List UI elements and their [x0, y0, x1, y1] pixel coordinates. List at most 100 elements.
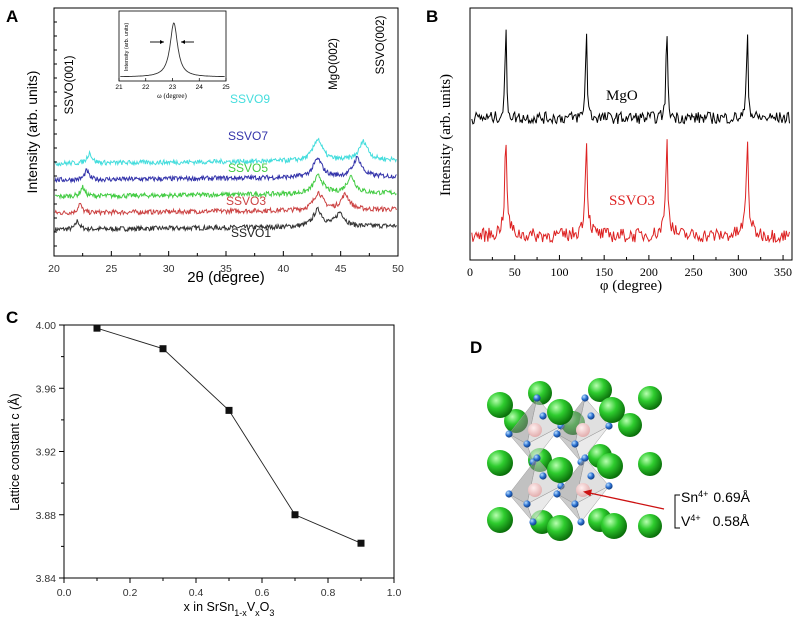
sr-atom [487, 450, 513, 476]
lattice-series-line [96, 327, 362, 544]
lattice-point [93, 324, 101, 332]
oxygen-atom [505, 490, 513, 498]
phi-plot-frame [469, 7, 793, 261]
sr-atom [487, 392, 513, 418]
phi-x-tick-label: 200 [640, 265, 658, 279]
xrd-chart: 20 25 30 35 40 45 50 2θ (degree) Intensity (ar… [24, 7, 404, 286]
inset-peak-curve [120, 22, 225, 78]
phi-x-ticks: 0 50 100 150 200 250 300 350 [467, 255, 792, 279]
oxygen-atom [553, 490, 561, 498]
annotation-mgo002: MgO(002) [328, 38, 340, 90]
lattice-point [159, 345, 167, 353]
phi-x-tick-label: 150 [595, 265, 613, 279]
lattice-y-tick-label: 3.92 [36, 447, 57, 459]
sr-atom [547, 399, 573, 425]
sr-atom [638, 452, 662, 476]
xrd-y-minor-ticks [54, 21, 57, 247]
oxygen-atom [539, 412, 547, 420]
oxygen-atom [605, 422, 613, 430]
ion-pointer-arrowhead [583, 489, 592, 497]
xrd-x-tick-label: 35 [220, 263, 232, 275]
oxygen-atom [605, 482, 613, 490]
inset-arrowhead-right [181, 40, 185, 44]
phi-series-mgo [471, 29, 790, 125]
sn-v-atom [528, 483, 542, 497]
oxygen-atom [523, 440, 531, 448]
ion-pointer-arrow [584, 491, 665, 510]
xrd-x-tick-label: 25 [105, 263, 117, 275]
lattice-y-tick-label: 4.00 [36, 320, 57, 332]
sn-v-atom [528, 423, 542, 437]
inset-frame [118, 10, 227, 82]
xrd-series-ssvo1 [54, 206, 397, 233]
inset-x-tick-label: 22 [142, 84, 150, 91]
oxygen-atom [571, 440, 579, 448]
label-ssvo3-phi: SSVO3 [609, 193, 655, 209]
oxygen-atom [581, 394, 589, 402]
phi-x-tick-label: 350 [774, 265, 792, 279]
structure-octahedra [505, 394, 613, 526]
octahedron-face [574, 425, 610, 463]
oxygen-atom [539, 472, 547, 480]
xrd-x-ticks: 20 25 30 35 40 45 50 [48, 251, 404, 275]
annotation-ssvo002: SSVO(002) [375, 15, 387, 74]
panel-label-d: D [470, 338, 482, 357]
oxygen-atom [577, 518, 585, 526]
sn-radius-label: Sn4+ 0.69Å [681, 489, 751, 505]
lattice-point [225, 406, 233, 414]
sr-atom [547, 515, 573, 541]
panel-label-a: A [6, 7, 18, 26]
xrd-x-tick-label: 45 [335, 263, 347, 275]
label-ssvo3: SSVO3 [226, 194, 266, 208]
xrd-x-tick-label: 30 [163, 263, 175, 275]
phi-x-axis-label: φ (degree) [600, 278, 662, 294]
inset-x-tick-label: 23 [169, 84, 177, 91]
sr-atom [638, 514, 662, 538]
lattice-point [291, 511, 299, 519]
oxygen-atom [533, 394, 541, 402]
xrd-series-ssvo5 [54, 173, 397, 200]
oxygen-atom [581, 454, 589, 462]
inset-x-tick-label: 25 [222, 84, 230, 91]
xrd-series-ssvo9 [54, 137, 397, 167]
oxygen-atom [505, 430, 513, 438]
oxygen-atom [587, 412, 595, 420]
label-ssvo1: SSVO1 [231, 226, 271, 240]
phi-x-tick-label: 250 [685, 265, 703, 279]
lattice-point [357, 539, 365, 547]
phi-y-axis-label: Intensity (arb. units) [438, 74, 454, 196]
lattice-y-tick-label: 3.96 [36, 383, 57, 395]
xrd-y-axis-label: Intensity (arb. units) [24, 71, 40, 194]
xrd-series-group [54, 137, 397, 233]
lattice-x-tick-label: 0.2 [123, 587, 138, 599]
xrd-x-tick-label: 40 [277, 263, 289, 275]
phi-series-ssvo3 [471, 139, 790, 244]
lattice-y-tick-label: 3.88 [36, 510, 57, 522]
sr-atom [597, 453, 623, 479]
xrd-x-axis-label: 2θ (degree) [187, 269, 265, 286]
xrd-series-ssvo7 [54, 155, 397, 184]
xrd-series-ssvo3 [54, 190, 397, 217]
sr-atom [487, 507, 513, 533]
sr-atom [599, 397, 625, 423]
sr-atom [601, 513, 627, 539]
ion-bracket [674, 494, 680, 529]
sn-v-atom [576, 423, 590, 437]
inset-y-axis-label: Intensity (arb. units) [124, 23, 130, 71]
panel-label-c: C [6, 308, 18, 327]
sr-atom [588, 378, 612, 402]
oxygen-atom [529, 518, 537, 526]
lattice-points [93, 324, 365, 547]
oxygen-atom [533, 454, 541, 462]
phi-series-group [471, 29, 790, 244]
oxygen-atom [523, 500, 531, 508]
inset-x-tick-label: 24 [196, 84, 204, 91]
lattice-x-tick-label: 1.0 [387, 587, 402, 599]
lattice-y-tick-label: 3.84 [36, 573, 57, 585]
phi-x-tick-label: 50 [509, 265, 521, 279]
sr-atom [547, 457, 573, 483]
phi-x-tick-label: 100 [550, 265, 568, 279]
lattice-x-tick-label: 0.6 [255, 587, 270, 599]
rocking-curve-inset: 21 22 23 24 25 ω (degree) Intensity (arb. un… [115, 10, 230, 100]
